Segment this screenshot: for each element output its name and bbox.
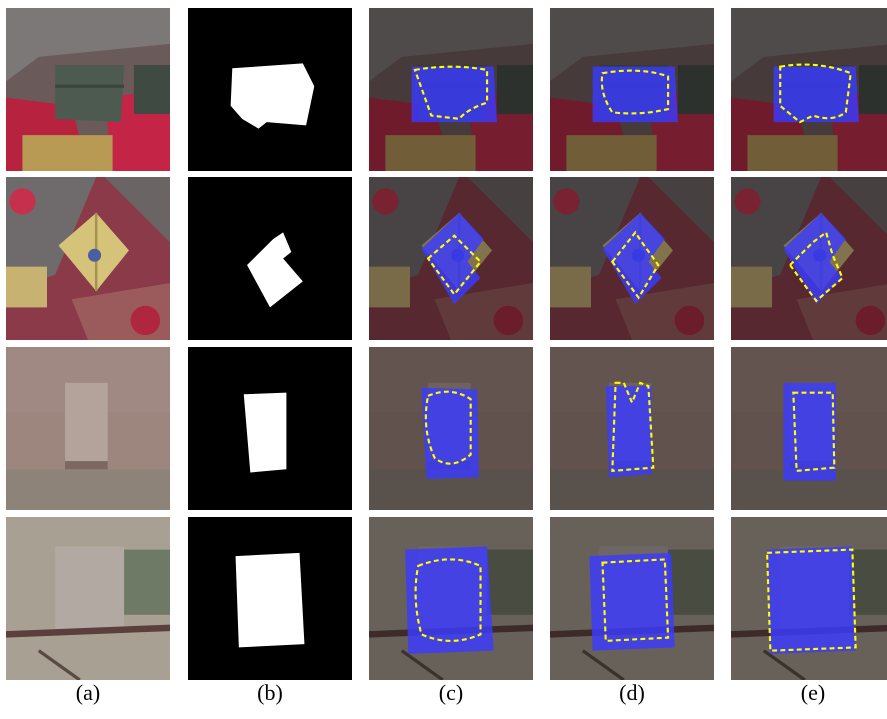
predicted-contour [600,69,670,115]
building-overlay [767,546,856,654]
image-r1-prediction-overlay [550,8,714,171]
building-overlay [411,66,497,123]
building-overlay [589,552,675,651]
predicted-contour [424,390,472,465]
column-label-4: (d) [619,680,645,705]
image-r2-prediction-overlay [550,177,714,340]
column-label-2: (b) [257,680,283,705]
predicted-contour [601,558,670,642]
image-r3-input-image [6,347,170,510]
image-r4-prediction-overlay [550,517,714,680]
building-overlay [405,546,494,654]
building-overlay [421,387,479,480]
column-label-1: (a) [75,680,101,705]
predicted-contour [611,381,655,473]
predicted-contour [792,391,836,473]
building-overlay [605,386,652,478]
column-label-3: (c) [438,680,464,705]
image-r4-prediction-overlay [731,517,887,680]
image-r4-input-image [6,517,170,680]
predicted-contour [414,558,482,642]
building-overlay [421,212,484,305]
building-overlay [602,212,665,305]
building-overlay [773,66,859,123]
image-r3-prediction-overlay [731,347,887,510]
building-overlay [783,382,836,481]
building-overlay [592,66,678,123]
image-r3-ground-truth-mask [188,347,352,510]
column-label-5: (e) [800,680,826,705]
building-overlay [783,212,846,305]
image-r1-prediction-overlay [369,8,533,171]
image-r2-prediction-overlay [369,177,533,340]
image-r2-input-image [6,177,170,340]
image-r3-prediction-overlay [369,347,533,510]
image-r4-ground-truth-mask [188,517,352,680]
image-r3-prediction-overlay [550,347,714,510]
predicted-contour [610,230,660,300]
image-r4-prediction-overlay [369,517,533,680]
image-r2-ground-truth-mask [188,177,352,340]
image-r2-prediction-overlay [731,177,887,340]
predicted-contour [779,63,852,124]
image-r1-prediction-overlay [731,8,887,171]
predicted-contour [413,65,489,120]
predicted-contour [788,230,844,303]
image-r1-input-image [6,8,170,171]
image-r1-ground-truth-mask [188,8,352,171]
predicted-contour [765,548,857,652]
